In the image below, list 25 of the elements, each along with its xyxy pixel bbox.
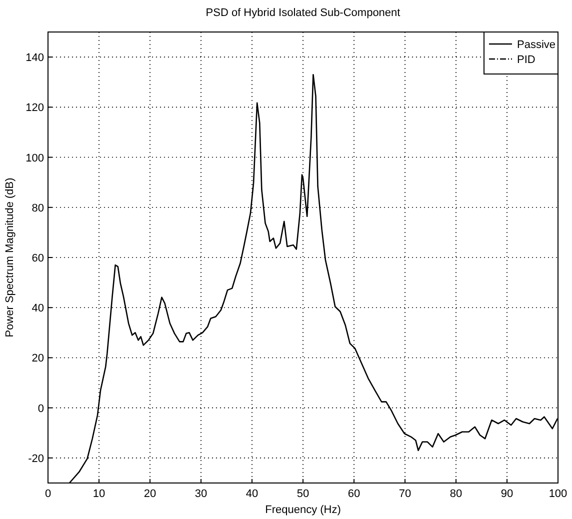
- x-tick-label: 50: [296, 488, 310, 500]
- y-tick-label: 120: [26, 102, 44, 114]
- x-tick-label: 70: [398, 488, 412, 500]
- x-tick-label: 90: [500, 488, 514, 500]
- x-tick-label: 100: [548, 488, 568, 500]
- x-tick-label: 10: [92, 488, 106, 500]
- y-tick-label: 0: [38, 402, 44, 415]
- y-tick-label: -20: [28, 452, 44, 465]
- legend-label: PID: [517, 54, 536, 66]
- y-tick-label: 60: [32, 252, 44, 264]
- y-tick-label: 140: [26, 52, 44, 64]
- x-tick-label: 20: [144, 488, 156, 500]
- x-tick-label: 40: [246, 488, 258, 500]
- x-tick-label: 80: [450, 488, 462, 500]
- y-tick-label: 40: [32, 302, 44, 315]
- y-tick-label: 80: [32, 202, 44, 214]
- y-axis-title: Power Spectrum Magnitude (dB): [4, 178, 16, 338]
- y-tick-label: 100: [26, 152, 44, 164]
- legend-label: Passive: [517, 39, 556, 51]
- x-axis-title: Frequency (Hz): [265, 504, 341, 516]
- x-tick-label: 0: [44, 488, 52, 500]
- chart-title: PSD of Hybrid Isolated Sub-Component: [206, 7, 400, 19]
- y-tick-label: 20: [32, 352, 44, 365]
- x-tick-label: 30: [194, 488, 208, 500]
- x-tick-label: 60: [348, 488, 360, 500]
